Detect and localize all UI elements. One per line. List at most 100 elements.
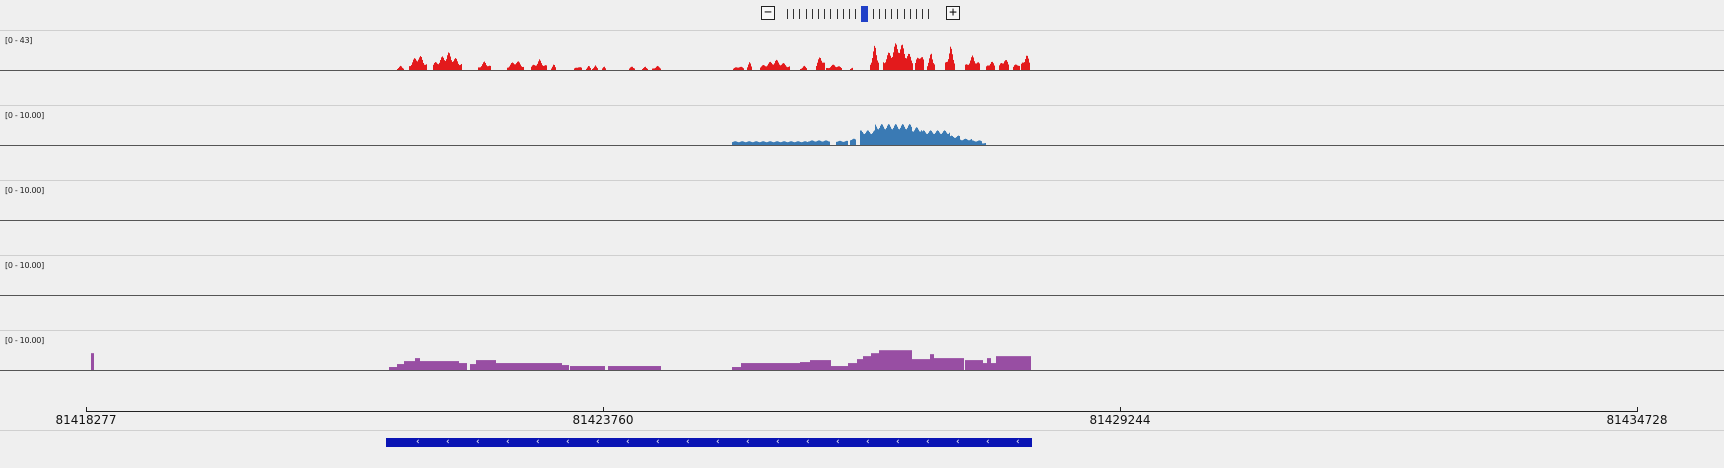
zoom-level-tick[interactable] (903, 9, 905, 19)
zoom-level-tick[interactable] (922, 9, 924, 19)
coverage-region (870, 45, 879, 70)
strand-arrow-icon: ‹ (506, 437, 510, 447)
coverage-region (551, 64, 556, 70)
strand-arrow-icon: ‹ (1016, 437, 1020, 447)
strand-arrow-icon: ‹ (536, 437, 540, 447)
strand-arrow-icon: ‹ (446, 437, 450, 447)
coverage-plot (91, 350, 1031, 370)
zoom-level-current[interactable] (861, 6, 869, 22)
strand-arrow-icon: ‹ (416, 437, 420, 447)
coverage-block (608, 366, 661, 370)
coverage-region (652, 65, 661, 70)
coverage-region (433, 52, 462, 70)
coverage-region (927, 53, 935, 70)
zoom-level-tick[interactable] (830, 9, 832, 19)
coverage-block (848, 363, 857, 370)
strand-arrow-icon: ‹ (866, 437, 870, 447)
coverage-block (389, 367, 397, 370)
coverage-block (800, 362, 810, 370)
strand-arrow-icon: ‹ (806, 437, 810, 447)
coverage-region (531, 59, 547, 70)
zoom-level-tick[interactable] (878, 9, 880, 19)
coverage-region (922, 130, 950, 145)
zoom-level-tick[interactable] (909, 9, 911, 19)
zoom-level-tick[interactable] (897, 9, 899, 19)
zoom-out-button[interactable]: − (761, 6, 775, 20)
coverage-block (1002, 356, 1031, 370)
coverage-block (91, 353, 94, 370)
coverage-region (800, 65, 807, 70)
coverage-block (397, 364, 404, 370)
coverage-region (732, 141, 808, 145)
data-range-label: [0 - 10.00] (5, 261, 44, 270)
zoom-level-tick[interactable] (836, 9, 838, 19)
coverage-block (496, 363, 562, 370)
coverage-region (850, 138, 856, 145)
coverage-region (836, 140, 848, 145)
coverage-region (602, 66, 606, 70)
coverage-plot (732, 124, 986, 145)
coverage-block (871, 353, 879, 370)
coverage-block (562, 365, 569, 370)
strand-arrow-icon: ‹ (956, 437, 960, 447)
zoom-level-tick[interactable] (891, 9, 893, 19)
zoom-level-tick[interactable] (885, 9, 886, 19)
coverage-region (945, 46, 955, 70)
coverage-region (965, 55, 980, 70)
coverage-region (875, 124, 912, 145)
strand-arrow-icon: ‹ (776, 437, 780, 447)
coverage-region (972, 140, 982, 145)
coverage-region (747, 62, 752, 70)
zoom-level-tick[interactable] (842, 9, 844, 19)
coverage-track-1[interactable]: [0 - 43] (0, 30, 1724, 106)
coverage-region (409, 56, 427, 70)
coverage-block (987, 358, 991, 370)
track-baseline (0, 370, 1724, 371)
coverage-block (470, 364, 476, 370)
strand-arrow-icon: ‹ (926, 437, 930, 447)
strand-arrow-icon: ‹ (476, 437, 480, 447)
coverage-track-4[interactable]: [0 - 10.00] (0, 255, 1724, 331)
zoom-level-tick[interactable] (818, 9, 819, 19)
coverage-track-5[interactable]: [0 - 10.00] (0, 330, 1724, 390)
strand-arrow-icon: ‹ (596, 437, 600, 447)
coverage-region (397, 65, 404, 70)
coverage-region (733, 66, 744, 70)
zoom-level-tick[interactable] (787, 9, 788, 19)
zoom-level-tick[interactable] (811, 9, 813, 19)
zoom-level-tick[interactable] (799, 9, 801, 19)
coverage-block (732, 367, 741, 370)
zoom-level-tick[interactable] (849, 9, 850, 19)
track-divider (0, 105, 1724, 106)
coverage-region (760, 59, 790, 70)
zoom-level-tick[interactable] (928, 9, 930, 19)
coverage-region (850, 67, 853, 70)
coverage-track-2[interactable]: [0 - 10.00] (0, 105, 1724, 181)
zoom-level-tick[interactable] (916, 9, 917, 19)
coverage-region (950, 135, 960, 145)
coverage-track-3[interactable]: [0 - 10.00] (0, 180, 1724, 256)
zoom-level-tick[interactable] (872, 9, 874, 19)
zoom-level-tick[interactable] (793, 9, 795, 19)
zoom-level-tick[interactable] (855, 9, 857, 19)
coverage-region (592, 65, 598, 70)
coverage-plot (0, 180, 1724, 222)
zoom-in-button[interactable]: + (946, 6, 960, 20)
coverage-block (570, 366, 605, 370)
ruler-tick (603, 407, 604, 412)
strand-arrow-icon: ‹ (656, 437, 660, 447)
zoom-level-tick[interactable] (824, 9, 826, 19)
coverage-block (476, 360, 496, 370)
coverage-region (982, 142, 986, 145)
ruler-tick (86, 407, 87, 412)
ruler-tick-label: 81423760 (572, 413, 634, 427)
ruler-tick (1637, 407, 1638, 412)
coverage-block (863, 356, 871, 370)
strand-arrow-icon: ‹ (626, 437, 630, 447)
coverage-region (883, 43, 913, 70)
coverage-block (831, 366, 848, 370)
coverage-region (816, 57, 825, 70)
zoom-level-tick[interactable] (805, 9, 807, 19)
gene-feature[interactable]: ‹ ‹ ‹ ‹ ‹ ‹ ‹ ‹ ‹ ‹ ‹ ‹ ‹ ‹ ‹ ‹ ‹ ‹ ‹ ‹ ‹ (386, 437, 1032, 447)
coverage-block (459, 363, 467, 370)
